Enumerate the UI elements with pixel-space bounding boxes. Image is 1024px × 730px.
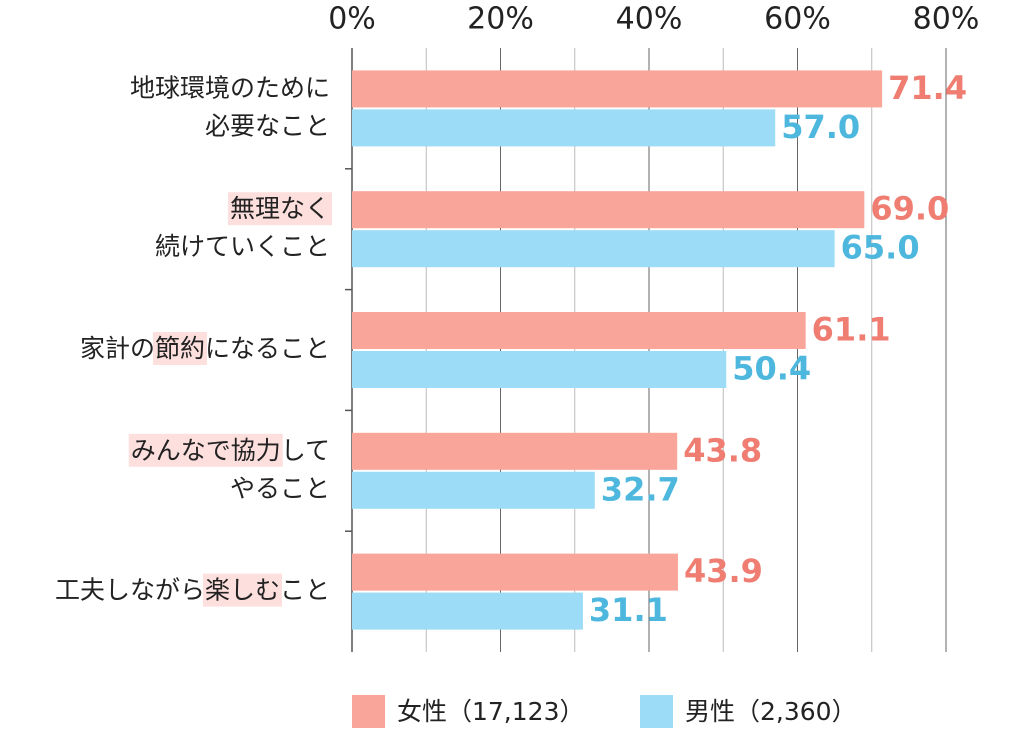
value-label: 71.4 xyxy=(888,69,967,107)
category-label-part: やること xyxy=(230,474,330,503)
category-label-part: みんなで協力 xyxy=(131,436,281,465)
value-label: 69.0 xyxy=(870,190,949,228)
category-label-part: 家計の xyxy=(80,334,155,363)
value-label: 57.0 xyxy=(781,108,860,146)
bar xyxy=(352,230,835,268)
category-label: 家計の節約になること xyxy=(80,334,330,363)
category-label: 続けていくこと xyxy=(155,232,330,261)
category-label-part: 節約 xyxy=(155,334,205,363)
highlights xyxy=(128,192,332,607)
bar xyxy=(352,70,883,108)
category-label-part: こと xyxy=(280,576,330,605)
x-tick-label: 60% xyxy=(764,2,831,37)
category-label: みんなで協力して xyxy=(131,436,330,465)
value-label: 61.1 xyxy=(812,311,891,349)
category-label-part: になること xyxy=(205,334,330,363)
category-label: 必要なこと xyxy=(205,111,330,140)
bar xyxy=(352,553,678,591)
category-label-part: して xyxy=(281,436,330,465)
category-label-part: 必要なこと xyxy=(205,111,330,140)
x-tick-label: 80% xyxy=(913,2,980,37)
grid xyxy=(425,48,947,652)
legend-swatch xyxy=(352,695,385,728)
category-label-part: 地球環境のために xyxy=(130,73,330,102)
value-label: 65.0 xyxy=(841,229,920,267)
category-label-part: 続けていくこと xyxy=(155,232,330,261)
category-label-part: 楽しむ xyxy=(205,576,280,605)
bar xyxy=(352,592,583,630)
label-highlight xyxy=(227,192,332,226)
category-label-part: 工夫しながら xyxy=(55,576,205,605)
value-label: 50.4 xyxy=(732,350,811,388)
label-highlight xyxy=(202,573,282,607)
legend-swatch xyxy=(640,695,673,728)
x-tick-label: 0% xyxy=(328,2,376,37)
legend-label: 女性（17,123） xyxy=(397,697,584,726)
x-tick-label: 20% xyxy=(467,2,534,37)
bar xyxy=(352,432,678,470)
bar xyxy=(352,351,727,388)
bar xyxy=(352,109,776,147)
category-label: 無理なく xyxy=(230,194,330,223)
category-label: 地球環境のために xyxy=(130,73,330,102)
value-label: 32.7 xyxy=(601,470,680,508)
category-label-part: 無理なく xyxy=(230,194,330,223)
bar xyxy=(352,471,595,509)
value-label: 43.8 xyxy=(683,431,762,469)
value-label: 31.1 xyxy=(589,591,668,629)
x-tick-label: 40% xyxy=(616,2,683,37)
label-highlight xyxy=(152,332,207,365)
category-label: 工夫しながら楽しむこと xyxy=(55,576,330,605)
value-label: 43.9 xyxy=(684,552,763,590)
label-highlight xyxy=(128,433,283,467)
bar xyxy=(352,312,806,349)
bar xyxy=(352,191,865,229)
category-label: やること xyxy=(230,474,330,503)
legend-label: 男性（2,360） xyxy=(685,697,857,726)
